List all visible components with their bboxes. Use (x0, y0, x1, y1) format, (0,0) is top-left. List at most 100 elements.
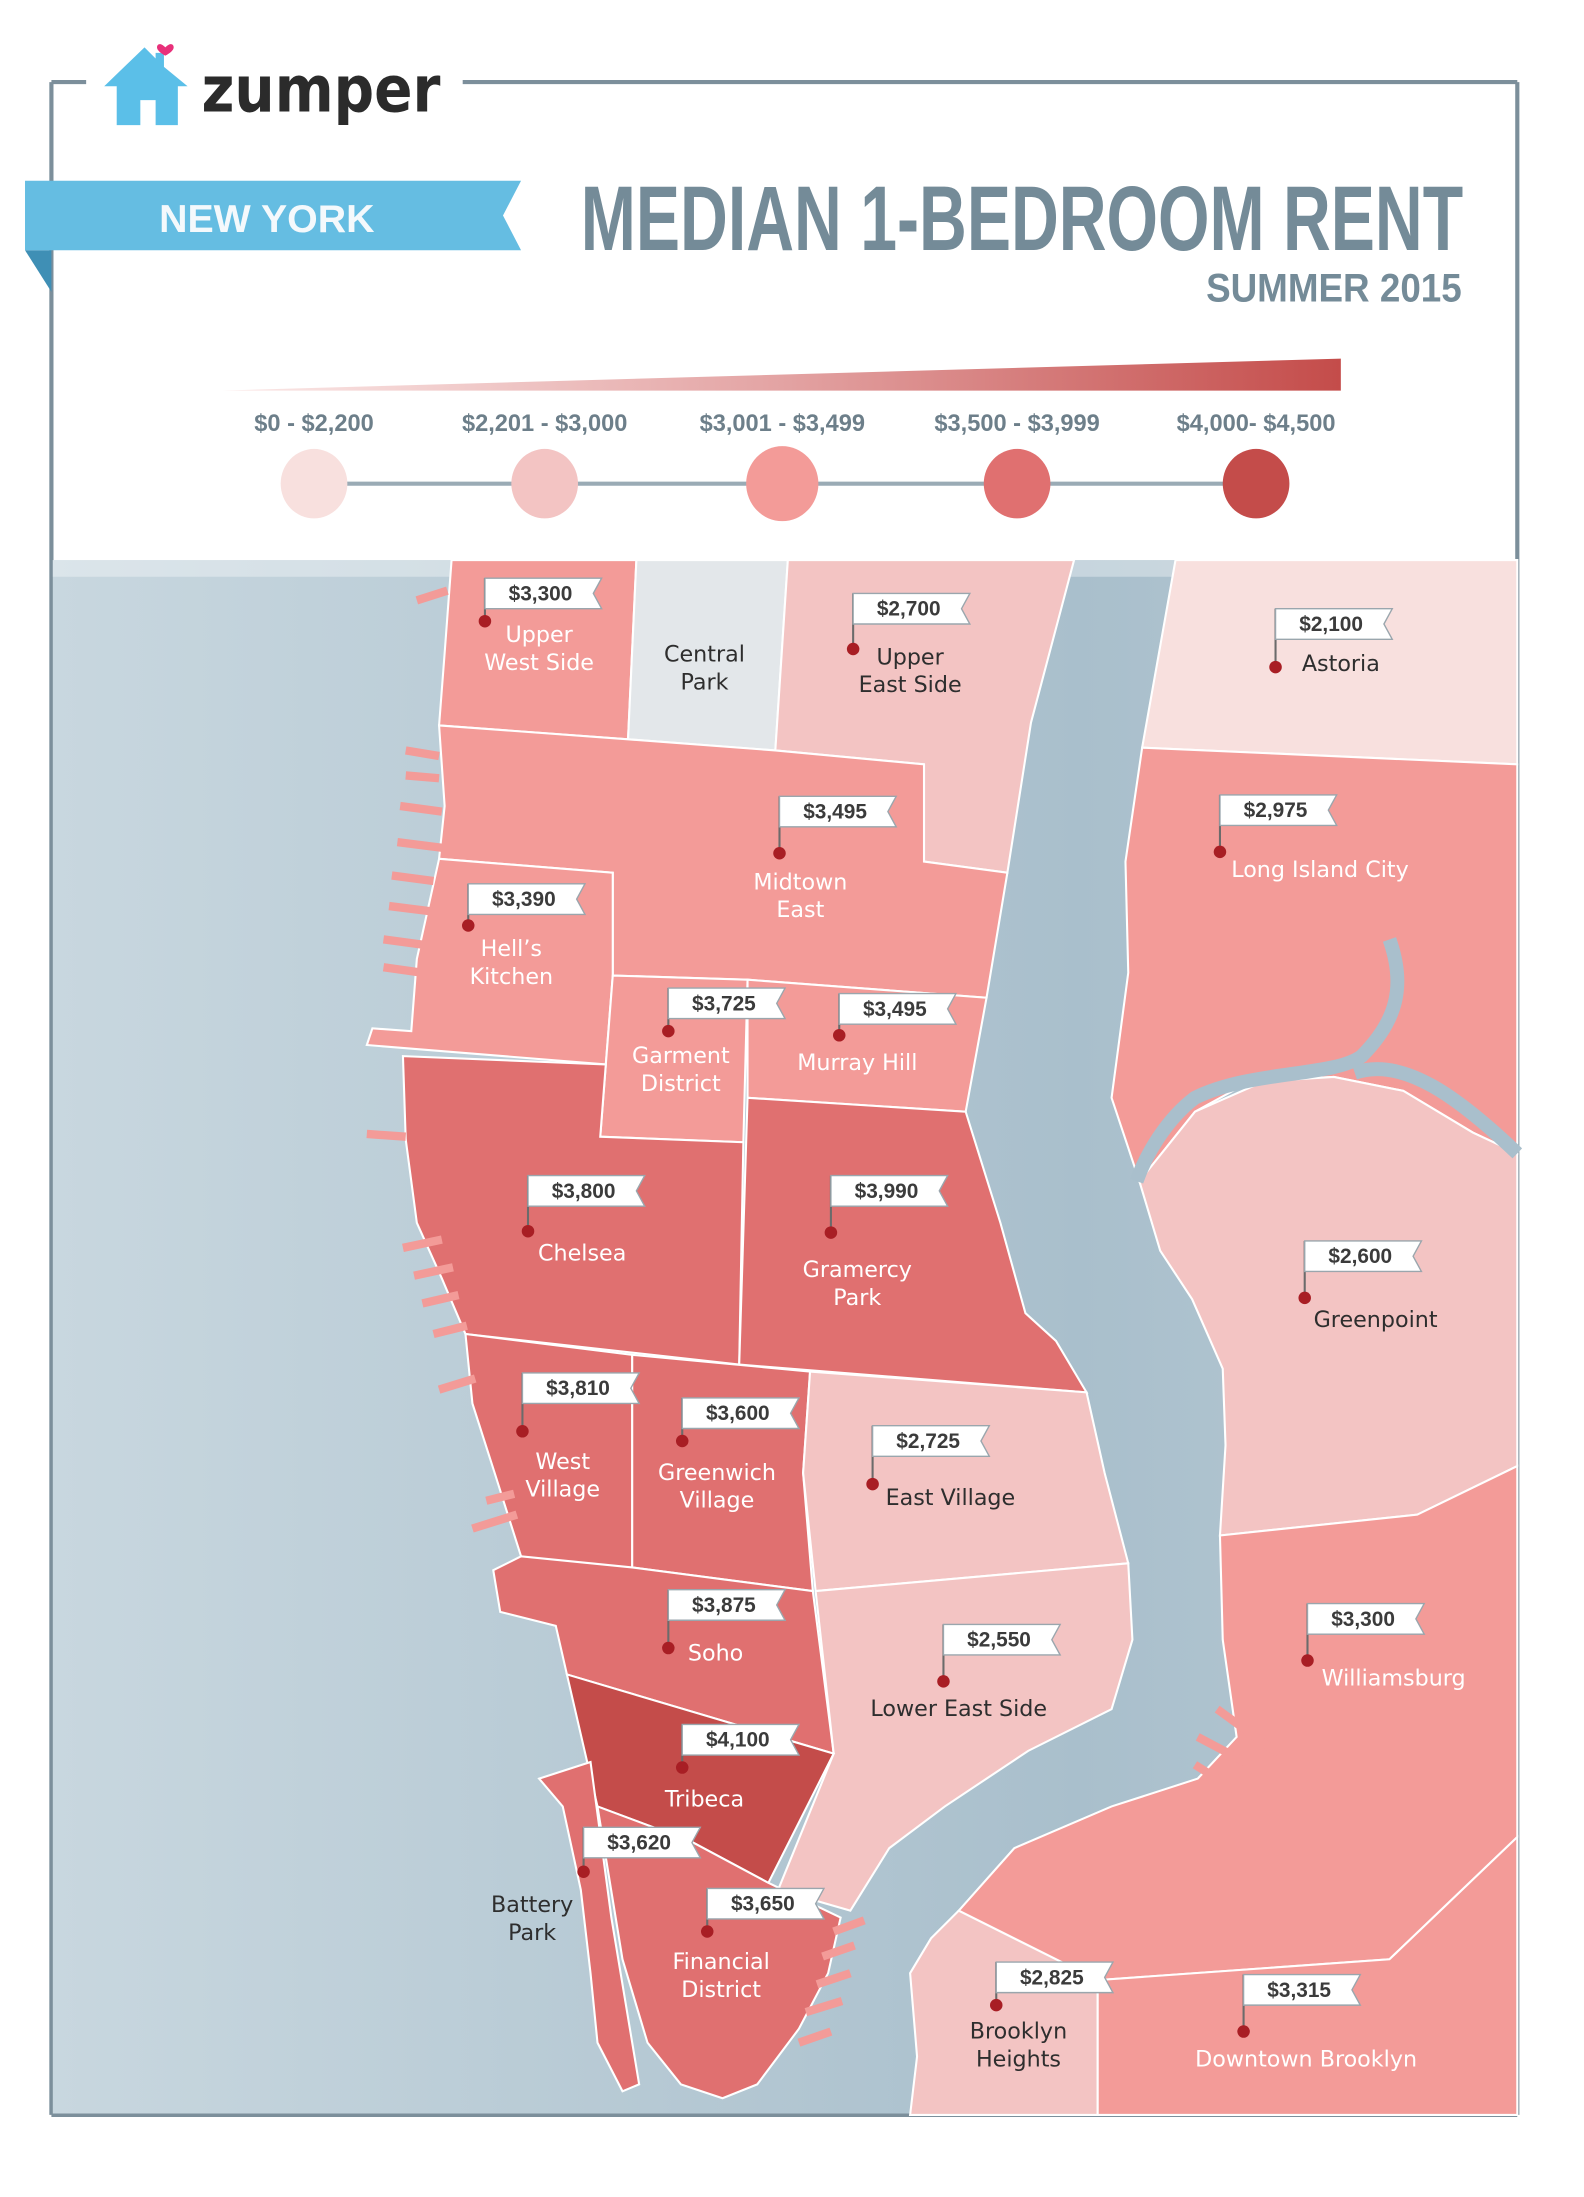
label-upper-west-side: $3,300 Upper West Side (478, 577, 603, 676)
region-east-village[interactable] (802, 1370, 1130, 1593)
label-downtown-brooklyn: $3,315 Downtown Brooklyn (1195, 1973, 1417, 2072)
label-greenpoint: $2,600 Greenpoint (1298, 1240, 1438, 1333)
label-battery-park: $3,620 Battery Park (491, 1826, 702, 1946)
price-flag (527, 1174, 646, 1207)
neighborhood-name: Upper West Side (484, 622, 594, 676)
location-pin-icon (1269, 660, 1282, 674)
price-value: $3,650 (731, 1893, 795, 1916)
price-flag (667, 987, 787, 1020)
piers (366, 586, 1281, 2047)
label-lower-east-side: $2,550 Lower East Side (870, 1623, 1062, 1722)
page-title: MEDIAN 1-BEDROOM RENT (581, 168, 1463, 270)
region-financial-district[interactable] (596, 1804, 842, 2100)
legend-swatch (746, 446, 819, 522)
legend-swatch (1222, 448, 1290, 519)
price-flag (484, 577, 603, 610)
price-flag (1274, 608, 1394, 640)
neighborhood-name: Gramercy Park (803, 1257, 912, 1311)
label-hell-s-kitchen: $3,390 Hell’s Kitchen (462, 883, 587, 990)
neighborhood-name: West Village (525, 1449, 600, 1503)
price-flag (467, 883, 587, 916)
label-tribeca: $4,100 Tribeca (664, 1723, 801, 1812)
neighborhood-name: Downtown Brooklyn (1195, 2046, 1417, 2072)
location-pin-icon (1301, 1654, 1314, 1667)
price-legend: $0 - $2,200 $2,201 - $3,000 $3,001 - $3,49… (222, 358, 1341, 522)
location-pin-icon (1213, 845, 1227, 859)
map: $3,300 Upper West Side Central Park $2,700 Upp… (52, 559, 1523, 2116)
neighborhood-name: Chelsea (538, 1240, 626, 1266)
legend-swatch (280, 448, 348, 519)
location-pin-icon (521, 1224, 535, 1238)
location-pin-icon (478, 614, 492, 628)
legend-label: $2,201 - $3,000 (462, 411, 627, 437)
neighborhood-name: East Village (886, 1485, 1016, 1511)
price-flag (681, 1397, 801, 1430)
price-value: $2,700 (877, 598, 941, 621)
location-pin-icon (773, 847, 786, 860)
label-astoria: $2,100 Astoria (1269, 608, 1394, 677)
location-pin-icon (462, 919, 475, 932)
label-upper-east-side: $2,700 Upper East Side (846, 592, 972, 698)
legend-label: $3,001 - $3,499 (700, 411, 865, 437)
location-pin-icon (866, 1477, 879, 1491)
label-greenwich-village: $3,600 Greenwich Village (658, 1397, 801, 1514)
zumper-logo[interactable]: zumper (104, 44, 441, 127)
city-ribbon: NEW YORK (25, 180, 522, 292)
neighborhood-name: Battery Park (491, 1892, 573, 1946)
neighborhood-name: Hell’s Kitchen (470, 936, 554, 990)
location-pin-icon (832, 1029, 846, 1042)
location-pin-icon (1298, 1291, 1311, 1305)
location-pin-icon (675, 1434, 689, 1448)
region-chelsea[interactable] (401, 1055, 745, 1366)
neighborhood-name: Astoria (1302, 651, 1380, 677)
neighborhood-name: Upper East Side (859, 644, 962, 698)
neighborhood-name: Financial District (672, 1949, 769, 2003)
location-pin-icon (846, 642, 860, 656)
neighborhood-name: Midtown East (753, 869, 847, 923)
location-pin-icon (990, 1998, 1003, 2012)
price-flag (1219, 794, 1338, 827)
legend-label: $3,500 - $3,999 (934, 411, 1099, 437)
neighborhood-name: Greenwich Village (658, 1460, 776, 1514)
price-value: $3,300 (509, 582, 573, 605)
price-flag (871, 1425, 991, 1457)
neighborhood-name: Brooklyn Heights (970, 2018, 1067, 2072)
label-gramercy-park: $3,990 Gramercy Park (803, 1174, 949, 1311)
price-flag (852, 592, 972, 625)
label-east-village: $2,725 East Village (866, 1425, 1016, 1511)
price-flag (706, 1887, 826, 1920)
price-value: $2,825 (1020, 1966, 1084, 1989)
price-value: $3,600 (706, 1402, 770, 1425)
neighborhood-name: Lower East Side (870, 1696, 1047, 1722)
label-central-park: Central Park (664, 642, 745, 696)
label-soho: $3,875 Soho (662, 1588, 787, 1667)
price-value: $3,620 (607, 1832, 671, 1855)
price-value: $3,495 (803, 801, 867, 824)
neighborhood-name: Tribeca (664, 1786, 744, 1812)
price-flag (838, 992, 958, 1025)
neighborhood-name: Garment District (632, 1043, 730, 1097)
price-value: $3,390 (492, 888, 556, 911)
region-gramercy-park[interactable] (738, 1096, 1089, 1394)
price-flag (1306, 1602, 1426, 1635)
label-murray-hill: $3,495 Murray Hill (797, 992, 958, 1076)
label-brooklyn-heights: $2,825 Brooklyn Heights (970, 1961, 1115, 2072)
price-flag (1242, 1973, 1362, 2006)
location-pin-icon (937, 1675, 950, 1688)
location-pin-icon (516, 1425, 529, 1438)
price-value: $2,100 (1299, 613, 1363, 636)
location-pin-icon (662, 1024, 675, 1038)
label-west-village: $3,810 West Village (516, 1372, 641, 1503)
legend-swatch (511, 448, 579, 519)
price-flag (667, 1588, 787, 1621)
price-value: $3,800 (552, 1180, 616, 1203)
page-subtitle: SUMMER 2015 (1206, 266, 1462, 311)
location-pin-icon (700, 1925, 714, 1938)
price-value: $3,315 (1267, 1979, 1331, 2002)
location-pin-icon (662, 1641, 675, 1655)
neighborhood-name: Central Park (664, 642, 745, 696)
price-value: $3,300 (1331, 1608, 1395, 1631)
label-garment-district: $3,725 Garment District (632, 987, 787, 1097)
legend-gradient-wedge (222, 358, 1341, 391)
